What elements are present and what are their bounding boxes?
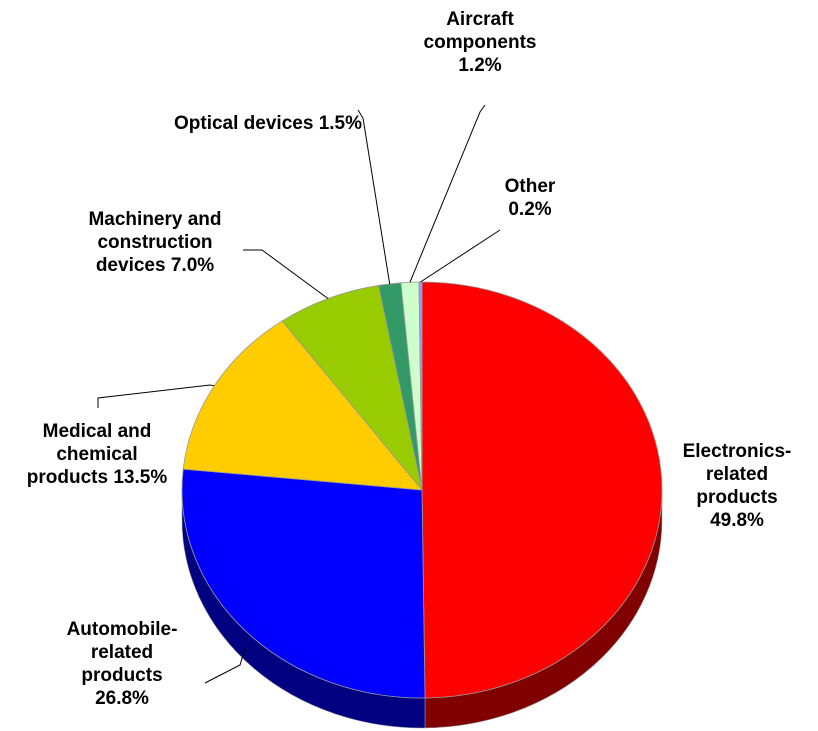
slice-label: Electronics-related products 49.8% [667, 440, 807, 532]
label-category: Electronics-related products [682, 441, 792, 508]
label-category: Medical and chemical products [26, 421, 152, 488]
slice-label: Machinery and construction devices 7.0% [63, 208, 248, 277]
label-value: 0.2% [508, 199, 552, 220]
label-value: 13.5% [113, 467, 168, 488]
label-value: 1.5% [318, 113, 362, 134]
leader-line [243, 249, 329, 299]
label-value: 1.2% [458, 55, 502, 76]
leader-line [357, 109, 391, 284]
slice-label: Aircraft components 1.2% [415, 8, 545, 77]
leader-line [409, 104, 486, 283]
label-category: Optical devices [174, 113, 314, 134]
label-category: Automobile-related products [66, 619, 178, 686]
slice [281, 284, 423, 491]
slice-label: Medical and chemical products 13.5% [15, 420, 180, 489]
leader-line [420, 229, 501, 283]
slice [182, 320, 423, 491]
leader-line [97, 384, 215, 408]
leader-line [204, 648, 246, 684]
slice [181, 468, 426, 699]
label-category: Machinery and construction devices [88, 209, 222, 276]
slice-label: Optical devices 1.5% [168, 112, 368, 135]
label-value: 7.0% [170, 255, 215, 276]
label-category: Other [504, 176, 556, 197]
slice [421, 281, 663, 699]
slice-label: Automobile-related products 26.8% [52, 618, 192, 710]
slice-label: Other 0.2% [490, 175, 570, 221]
label-value: 26.8% [95, 688, 149, 709]
label-value: 49.8% [710, 510, 764, 531]
label-category: Aircraft components [423, 9, 537, 53]
